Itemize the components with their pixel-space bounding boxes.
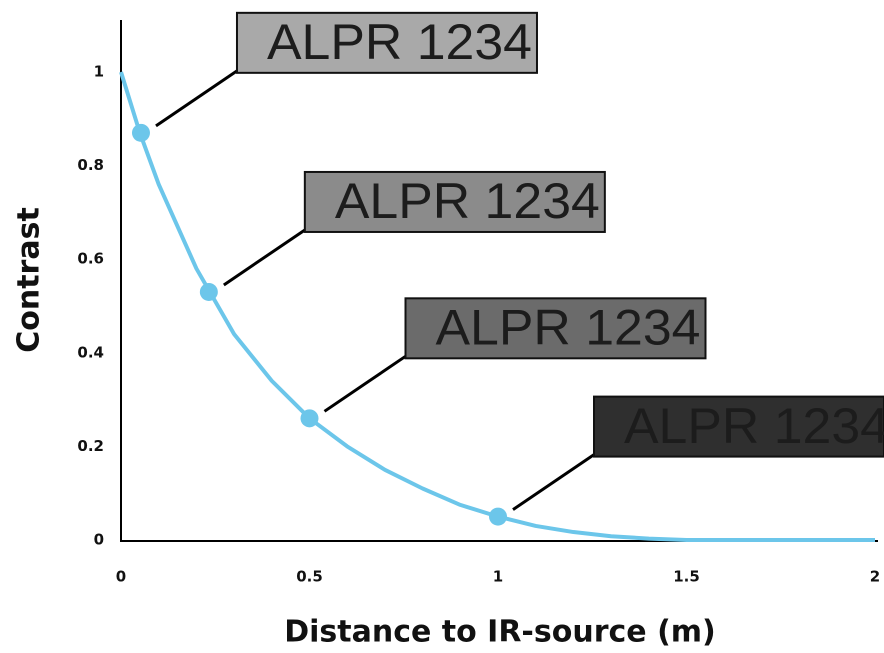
plate bbox=[235, 11, 538, 74]
y-tick-label: 0.2 bbox=[77, 437, 104, 455]
annotation-connector bbox=[323, 355, 407, 413]
annotation-connector bbox=[512, 453, 595, 511]
data-point bbox=[199, 282, 218, 301]
plate-text: ALPR 1234 bbox=[624, 398, 884, 454]
plate-text: ALPR 1234 bbox=[335, 173, 600, 229]
x-tick-label: 1 bbox=[493, 568, 503, 586]
x-tick-label: 1.5 bbox=[673, 568, 700, 586]
y-tick-label: 0.8 bbox=[77, 156, 104, 174]
plate-text: ALPR 1234 bbox=[436, 300, 701, 356]
plate-text: ALPR 1234 bbox=[267, 14, 532, 70]
y-tick-label: 1 bbox=[94, 63, 104, 81]
data-point bbox=[131, 123, 150, 142]
data-point bbox=[489, 507, 507, 526]
annotation-connector bbox=[222, 228, 306, 287]
data-point bbox=[300, 409, 319, 428]
y-tick-label: 0.4 bbox=[77, 343, 104, 361]
plate bbox=[303, 170, 606, 233]
x-axis-label: Distance to IR-source (m) bbox=[284, 615, 716, 650]
annotation-connector bbox=[155, 69, 238, 128]
plate bbox=[404, 297, 707, 360]
y-tick-label: 0 bbox=[94, 531, 104, 549]
line-series bbox=[119, 71, 875, 542]
y-axis-label: Contrast bbox=[12, 207, 47, 353]
x-tick-label: 0 bbox=[116, 568, 126, 586]
plate bbox=[593, 395, 884, 458]
x-tick-label: 0.5 bbox=[296, 568, 323, 586]
y-tick-label: 0.6 bbox=[77, 250, 104, 268]
x-tick-label: 2 bbox=[870, 568, 880, 586]
